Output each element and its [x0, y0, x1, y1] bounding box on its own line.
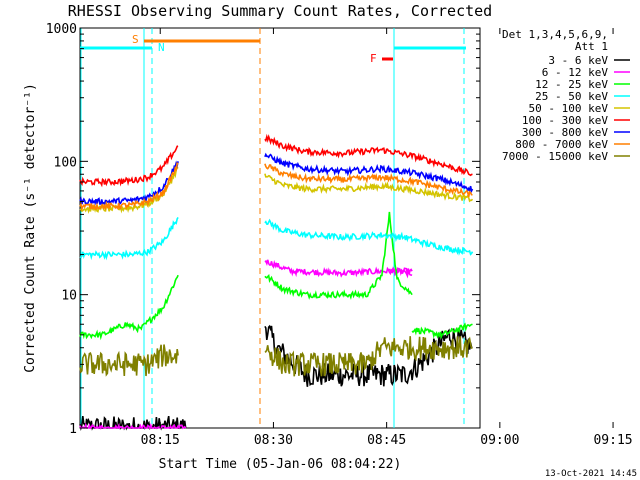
legend-label-7: 300 - 800 keV	[522, 126, 608, 139]
x-tick-label-1: 08:15	[141, 433, 180, 448]
series-9	[79, 336, 473, 377]
legend-label-2: 6 - 12 keV	[542, 66, 609, 79]
series-8-segment-1	[79, 161, 179, 212]
annotation-f: F	[370, 52, 377, 65]
y-tick-label-4: 1000	[46, 22, 77, 37]
series-3	[79, 211, 473, 341]
legend-label-6: 100 - 300 keV	[522, 114, 608, 127]
x-tick-label-3: 08:45	[367, 433, 406, 448]
series-7	[79, 152, 474, 207]
legend-header-1: Det 1,3,4,5,6,9,	[502, 28, 608, 41]
footer-timestamp: 13-Oct-2021 14:45	[545, 469, 637, 479]
series-4-segment-2	[264, 218, 474, 256]
series-3-segment-3	[411, 322, 473, 340]
series-6-segment-2	[264, 133, 473, 177]
series-7-segment-1	[79, 160, 179, 207]
x-tick-label-4: 09:00	[480, 433, 519, 448]
series-7-segment-2	[264, 152, 474, 194]
annotation-n: N	[158, 41, 165, 54]
series-6	[79, 133, 473, 188]
series-2	[79, 259, 413, 430]
y-axis-label: Corrected Count Rate (s⁻¹ detector⁻¹)	[23, 83, 38, 373]
y-tick-label-2: 10	[61, 289, 77, 304]
series-layer	[79, 133, 474, 431]
y-tick-label-1: 1	[69, 422, 77, 437]
x-axis-label: Start Time (05-Jan-06 08:04:22)	[159, 457, 402, 472]
series-8	[79, 161, 473, 212]
series-9-segment-2	[264, 336, 473, 377]
series-5-segment-2	[264, 173, 474, 203]
y-tick-label-3: 100	[54, 155, 77, 170]
legend-label-3: 12 - 25 keV	[535, 78, 608, 91]
chart-title: RHESSI Observing Summary Count Rates, Co…	[68, 2, 492, 20]
series-4	[79, 216, 474, 261]
legend-header-2: Att 1	[575, 40, 608, 53]
plot-frame	[79, 27, 481, 429]
series-4-segment-1	[79, 216, 179, 261]
x-tick-label-2: 08:30	[254, 433, 293, 448]
legend-label-9: 7000 - 15000 keV	[502, 150, 608, 163]
series-2-segment-3	[388, 266, 413, 279]
series-3-segment-2	[264, 211, 413, 300]
series-8-segment-2	[264, 163, 473, 197]
legend-label-8: 800 - 7000 keV	[515, 138, 608, 151]
series-2-segment-2	[264, 259, 413, 278]
plot-layer: S N F	[79, 27, 481, 429]
x-tick-label-5: 09:15	[593, 433, 632, 448]
legend-label-1: 3 - 6 keV	[548, 54, 608, 67]
series-2-segment-1	[79, 422, 187, 430]
series-9-segment-1	[79, 344, 179, 377]
series-6-segment-1	[79, 145, 179, 188]
legend-label-5: 50 - 100 keV	[529, 102, 609, 115]
annotation-s: S	[132, 33, 139, 46]
series-3-segment-1	[79, 274, 179, 341]
legend-label-4: 25 - 50 keV	[535, 90, 608, 103]
